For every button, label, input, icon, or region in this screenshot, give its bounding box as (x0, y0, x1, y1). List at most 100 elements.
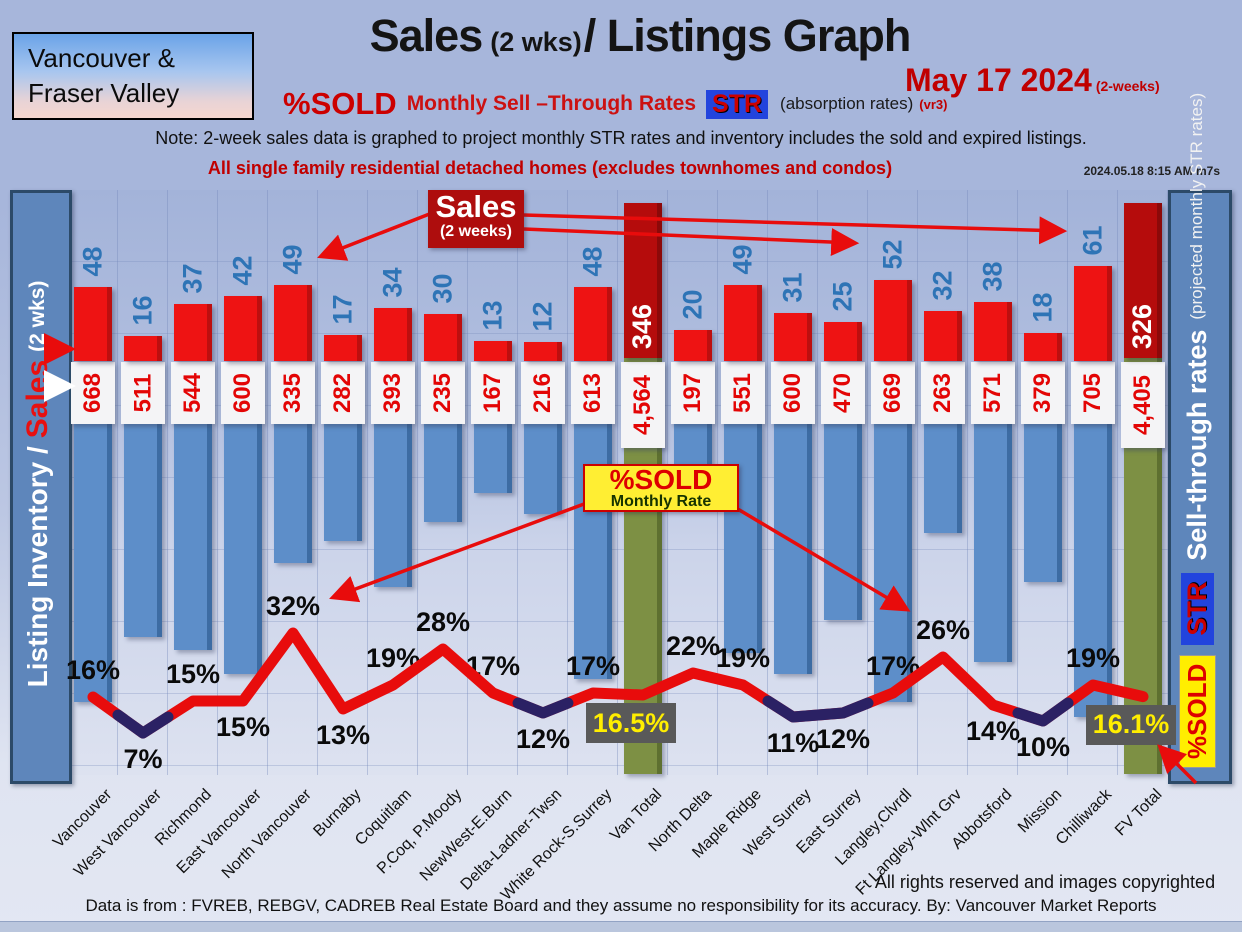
inventory-value-label: 470 (828, 372, 856, 414)
absorption-note: (absorption rates) (780, 94, 914, 113)
sales-value-label: 25 (827, 280, 858, 312)
inventory-value-label: 282 (328, 372, 356, 414)
inventory-label-box: 263 (921, 362, 965, 424)
sales-bar (1074, 266, 1112, 361)
sales-bar (324, 335, 362, 361)
sales-value-label: 48 (577, 245, 608, 277)
inventory-label-box: 613 (571, 362, 615, 424)
inventory-label-box: 544 (171, 362, 215, 424)
inventory-bar (474, 424, 512, 493)
pct-label: 7% (123, 744, 163, 774)
inventory-bar (524, 424, 562, 514)
inventory-label-box: 379 (1021, 362, 1065, 424)
inventory-bar (974, 424, 1012, 662)
inventory-value-label: 197 (678, 372, 706, 414)
sales-bar (124, 336, 162, 361)
inventory-value-label: 393 (378, 372, 406, 414)
sales-value-label: 30 (427, 272, 458, 304)
report-date: May 17 2024 (2-weeks) (905, 62, 1160, 98)
subtitle: %SOLD Monthly Sell –Through Rates STR (a… (283, 84, 983, 124)
source-line: Data is from : FVREB, REBGV, CADREB Real… (85, 896, 1157, 915)
pct-label: 12% (815, 724, 871, 754)
inventory-value-label: 571 (978, 372, 1006, 414)
inventory-value-label: 167 (478, 372, 506, 414)
x-axis-label: West Vancouver (71, 786, 166, 880)
inventory-bar (224, 424, 262, 674)
sales-value-label: 32 (927, 269, 958, 301)
pctsold-callout: %SOLD Monthly Rate (583, 464, 739, 512)
sales-value-label: 34 (377, 266, 408, 298)
sales-bar (824, 322, 862, 361)
inventory-label-box: 571 (971, 362, 1015, 424)
inventory-value-label: 379 (1028, 372, 1056, 414)
sales-bar (574, 287, 612, 361)
inventory-label-box: 669 (871, 362, 915, 424)
inventory-value-label: 600 (228, 372, 256, 414)
pct-total-box: 16.1% (1086, 704, 1176, 745)
inventory-value-label: 4,405 (1129, 374, 1156, 436)
inventory-value-label: 668 (78, 372, 106, 414)
inventory-label-box: 235 (421, 362, 465, 424)
sales-bar (924, 311, 962, 361)
sales-value-label: 18 (1027, 291, 1058, 323)
inventory-value-label: 544 (178, 372, 206, 414)
sales-value-label: 61 (1077, 224, 1108, 256)
title-main: Sales (369, 10, 484, 61)
sales-bar (174, 304, 212, 361)
sales-bar (974, 302, 1012, 361)
inventory-value-label: 335 (278, 372, 306, 414)
pct-label: 10% (1015, 732, 1071, 762)
inventory-bar (274, 424, 312, 563)
page-title: Sales (2 wks) / Listings Graph (280, 10, 1000, 72)
sales-bar (724, 285, 762, 361)
inventory-label-box: 600 (771, 362, 815, 424)
inventory-label-box: 167 (471, 362, 515, 424)
inventory-label-box: 511 (121, 362, 165, 424)
inventory-label-box: 668 (71, 362, 115, 424)
monthly-rates-heading: Monthly Sell –Through Rates (406, 92, 697, 115)
inventory-label-box: 4,405 (1121, 362, 1165, 448)
left-axis-rail (10, 190, 72, 784)
inventory-value-label: 669 (878, 372, 906, 414)
sales-value-label: 16 (127, 294, 158, 326)
subject-line: All single family residential detached h… (207, 158, 893, 178)
pct-label: 16% (65, 655, 121, 685)
sales-bar (74, 287, 112, 361)
inventory-value-label: 235 (428, 372, 456, 414)
inventory-bar (324, 424, 362, 541)
inventory-bar (374, 424, 412, 587)
inventory-label-box: 197 (671, 362, 715, 424)
rights-line: All rights reserved and images copyright… (874, 872, 1216, 892)
inventory-bar (124, 424, 162, 637)
inventory-value-label: 263 (928, 372, 956, 414)
sales-bar (374, 308, 412, 361)
inventory-value-label: 705 (1078, 372, 1106, 414)
sales-value-label: 38 (977, 260, 1008, 292)
inventory-label-box: 600 (221, 362, 265, 424)
inventory-label-box: 470 (821, 362, 865, 424)
sales-bar (1024, 333, 1062, 361)
title-weeks: (2 wks) (490, 27, 582, 57)
inventory-bar (724, 424, 762, 653)
sales-value-label: 42 (227, 254, 258, 286)
sales-callout: Sales (2 weeks) (428, 190, 524, 248)
bottom-strip (0, 921, 1242, 932)
total-sales-bar (624, 203, 662, 358)
inventory-value-label: 511 (129, 373, 156, 413)
pct-label: 19% (365, 643, 421, 673)
pct-label: 13% (315, 720, 371, 750)
region-box: Vancouver & Fraser Valley (12, 32, 254, 120)
sales-value-label: 48 (77, 245, 108, 277)
inventory-bar (1024, 424, 1062, 582)
version-tag: (vr3) (919, 96, 948, 112)
sales-bar (224, 296, 262, 361)
inventory-label-box: 705 (1071, 362, 1115, 424)
inventory-bar (774, 424, 812, 674)
x-axis-label: FV Total (1111, 786, 1166, 840)
sales-bar (424, 314, 462, 361)
sales-value-label: 37 (177, 262, 208, 294)
pct-label: 17% (465, 651, 521, 681)
pct-total-box: 16.5% (586, 703, 676, 743)
inventory-label-box: 393 (371, 362, 415, 424)
